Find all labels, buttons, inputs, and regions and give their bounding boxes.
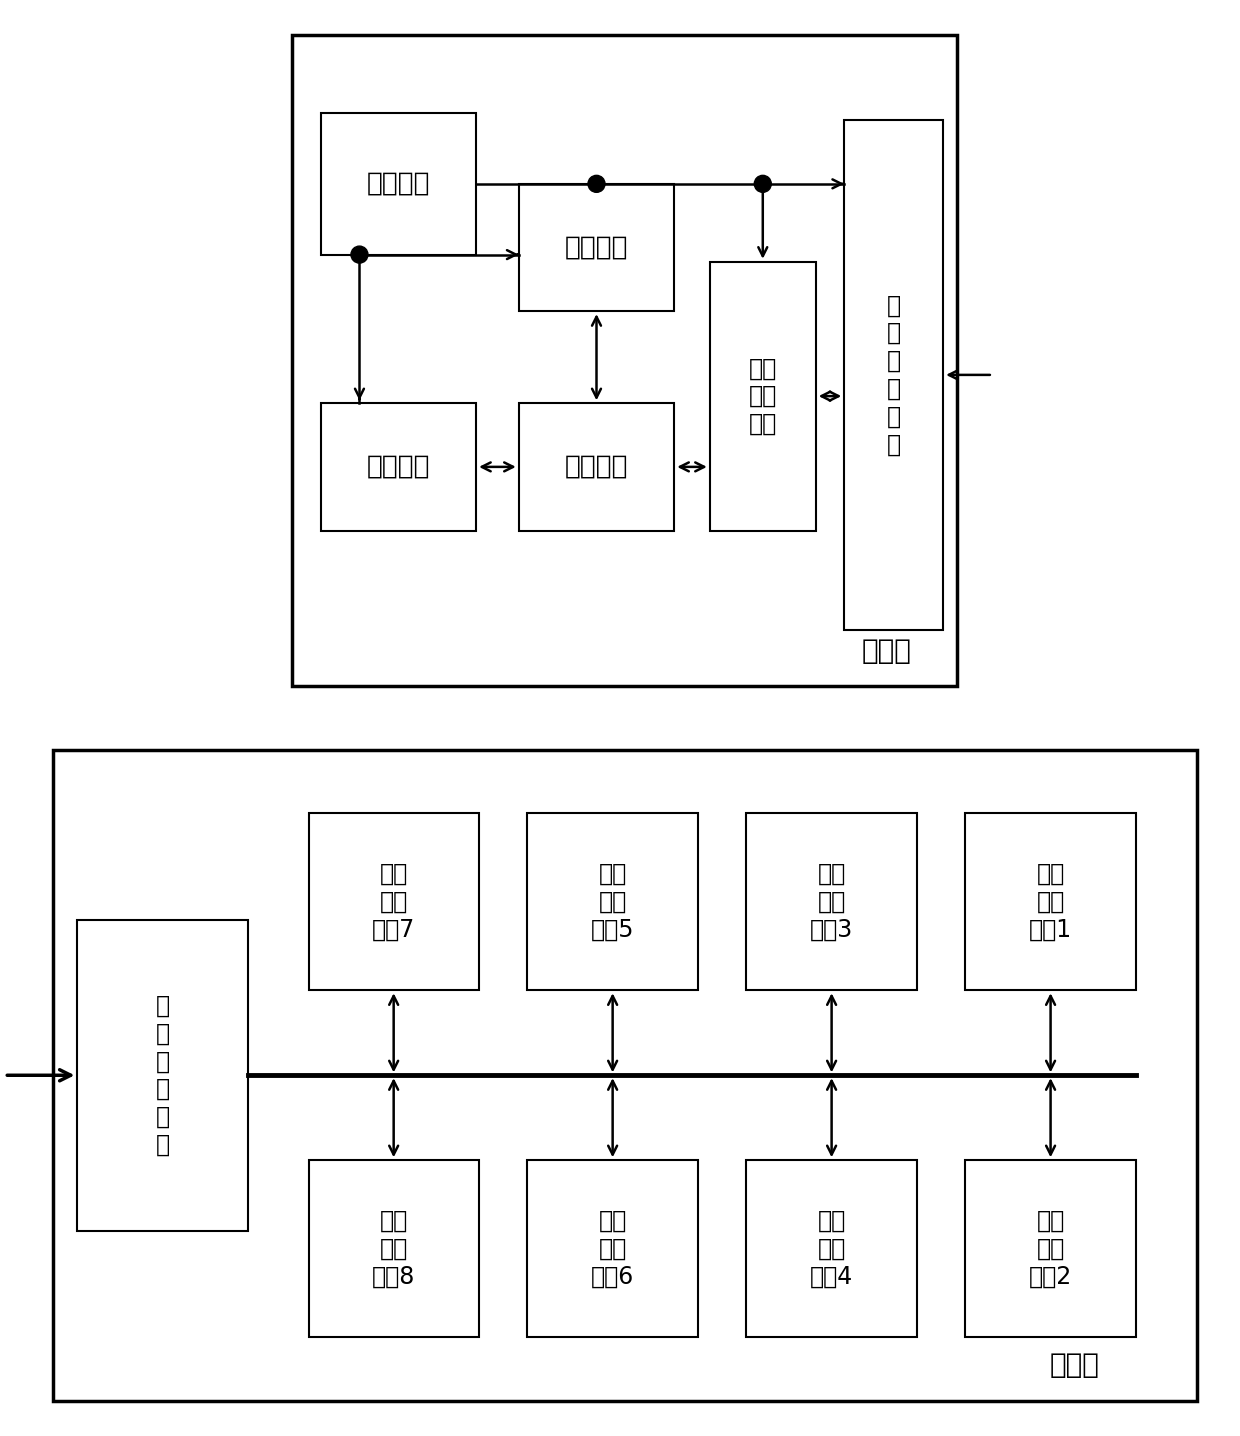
Circle shape [588,175,605,192]
FancyBboxPatch shape [321,113,476,254]
Text: 第二
测试
夹具8: 第二 测试 夹具8 [372,1209,415,1288]
FancyBboxPatch shape [709,261,816,530]
FancyBboxPatch shape [746,1160,916,1337]
FancyBboxPatch shape [844,121,944,629]
Text: 第
二
接
口
模
块: 第 二 接 口 模 块 [155,994,170,1157]
Text: 第
一
接
口
模
块: 第 一 接 口 模 块 [887,293,900,457]
FancyBboxPatch shape [527,813,698,991]
FancyBboxPatch shape [518,404,675,530]
Text: 第二
测试
夹具7: 第二 测试 夹具7 [372,862,415,942]
Text: 第二
测试
夹具6: 第二 测试 夹具6 [591,1209,635,1288]
Text: 通信模块: 通信模块 [367,454,430,480]
Text: 控制板: 控制板 [862,636,911,665]
Circle shape [754,175,771,192]
FancyBboxPatch shape [293,36,957,686]
FancyBboxPatch shape [966,813,1136,991]
Text: 第二
测试
夹具5: 第二 测试 夹具5 [591,862,635,942]
FancyBboxPatch shape [321,404,476,530]
FancyBboxPatch shape [746,813,916,991]
FancyBboxPatch shape [518,184,675,312]
Text: 第二
测试
夹具3: 第二 测试 夹具3 [810,862,853,942]
Text: 第一
测试
夹具1: 第一 测试 夹具1 [1029,862,1073,942]
Text: 电平
转换
模块: 电平 转换 模块 [749,356,777,437]
FancyBboxPatch shape [966,1160,1136,1337]
Text: 电源模块: 电源模块 [367,171,430,197]
Text: 缓存模块: 缓存模块 [564,234,629,260]
Circle shape [351,246,368,263]
Text: 第二
测试
夹具4: 第二 测试 夹具4 [810,1209,853,1288]
Text: 主控模块: 主控模块 [564,454,629,480]
FancyBboxPatch shape [53,750,1197,1400]
Text: 测试板: 测试板 [1050,1351,1100,1380]
FancyBboxPatch shape [527,1160,698,1337]
FancyBboxPatch shape [309,813,479,991]
FancyBboxPatch shape [77,919,248,1231]
Text: 第二
测试
夹具2: 第二 测试 夹具2 [1029,1209,1073,1288]
FancyBboxPatch shape [309,1160,479,1337]
